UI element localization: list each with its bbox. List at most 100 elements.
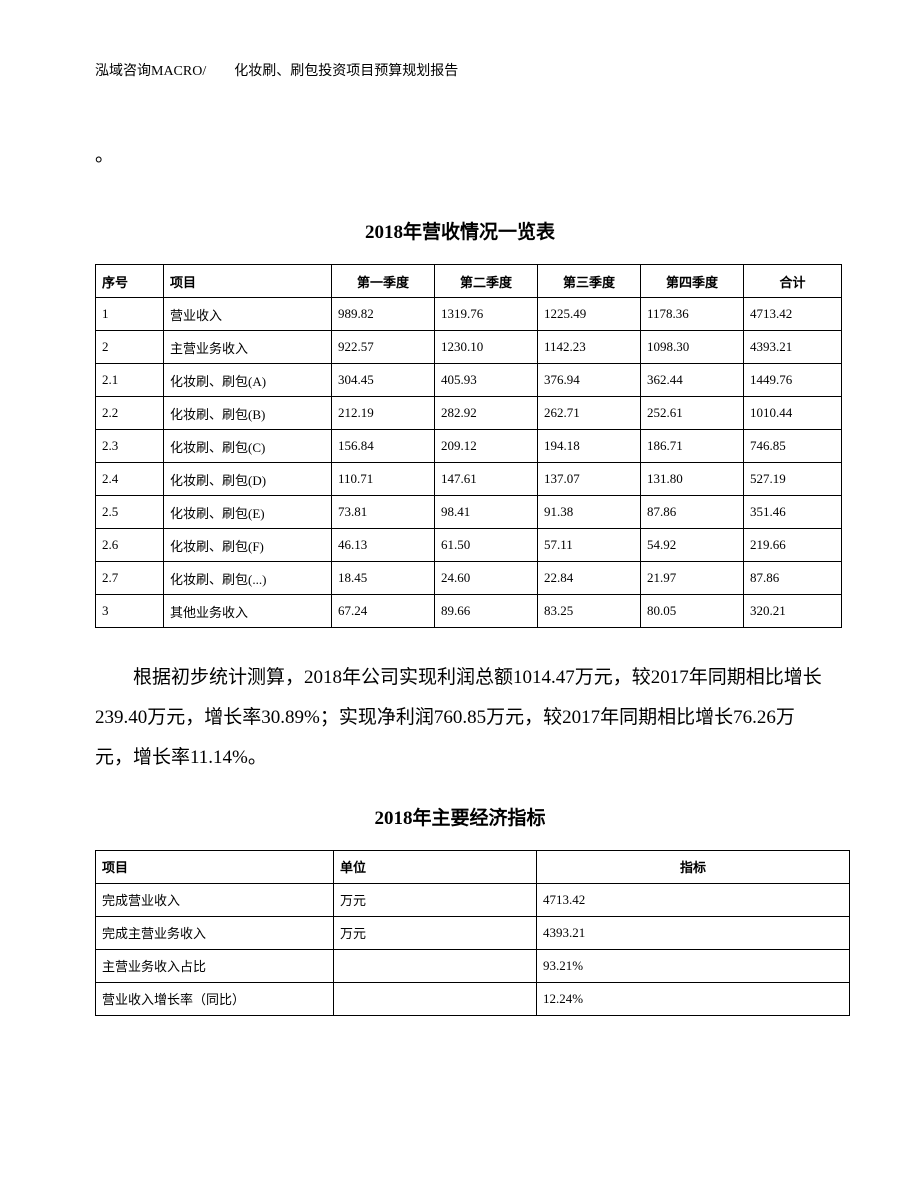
table-cell: 1319.76 (435, 298, 538, 331)
table-cell: 24.60 (435, 562, 538, 595)
table-cell: 主营业务收入 (164, 331, 332, 364)
table-cell: 4393.21 (537, 916, 850, 949)
col-q3: 第三季度 (538, 265, 641, 298)
table-cell: 147.61 (435, 463, 538, 496)
table-cell: 1 (96, 298, 164, 331)
table-cell: 93.21% (537, 949, 850, 982)
table-cell: 54.92 (641, 529, 744, 562)
table-row: 2.4化妆刷、刷包(D)110.71147.61137.07131.80527.… (96, 463, 842, 496)
table-cell: 73.81 (332, 496, 435, 529)
table-cell: 156.84 (332, 430, 435, 463)
table-cell: 87.86 (744, 562, 842, 595)
table-cell: 89.66 (435, 595, 538, 628)
table-row: 2.3化妆刷、刷包(C)156.84209.12194.18186.71746.… (96, 430, 842, 463)
table-cell: 3 (96, 595, 164, 628)
table-cell: 46.13 (332, 529, 435, 562)
table-cell: 主营业务收入占比 (96, 949, 334, 982)
table-cell: 262.71 (538, 397, 641, 430)
table-cell: 2.6 (96, 529, 164, 562)
table-row: 2.6化妆刷、刷包(F)46.1361.5057.1154.92219.66 (96, 529, 842, 562)
table-cell: 137.07 (538, 463, 641, 496)
table-row: 2.2化妆刷、刷包(B)212.19282.92262.71252.611010… (96, 397, 842, 430)
col-item: 项目 (96, 850, 334, 883)
table-cell: 4393.21 (744, 331, 842, 364)
table-row: 完成营业收入万元4713.42 (96, 883, 850, 916)
table-cell: 219.66 (744, 529, 842, 562)
table-row: 2.7化妆刷、刷包(...)18.4524.6022.8421.9787.86 (96, 562, 842, 595)
table-cell: 万元 (334, 883, 537, 916)
col-q1: 第一季度 (332, 265, 435, 298)
document-page: 泓域咨询MACRO/ 化妆刷、刷包投资项目预算规划报告 。 2018年营收情况一… (0, 0, 920, 1106)
table-cell: 110.71 (332, 463, 435, 496)
col-seq: 序号 (96, 265, 164, 298)
table-cell: 化妆刷、刷包(...) (164, 562, 332, 595)
table-cell: 87.86 (641, 496, 744, 529)
table-row: 完成主营业务收入万元4393.21 (96, 916, 850, 949)
table-cell: 304.45 (332, 364, 435, 397)
table-cell: 化妆刷、刷包(C) (164, 430, 332, 463)
revenue-table: 序号 项目 第一季度 第二季度 第三季度 第四季度 合计 1营业收入989.82… (95, 264, 842, 628)
table-row: 营业收入增长率（同比） 12.24% (96, 982, 850, 1015)
table-cell: 98.41 (435, 496, 538, 529)
table-cell: 22.84 (538, 562, 641, 595)
table-cell: 2.4 (96, 463, 164, 496)
table-header-row: 序号 项目 第一季度 第二季度 第三季度 第四季度 合计 (96, 265, 842, 298)
table-cell: 746.85 (744, 430, 842, 463)
table-cell: 2.2 (96, 397, 164, 430)
table-cell: 80.05 (641, 595, 744, 628)
table-cell: 527.19 (744, 463, 842, 496)
col-q2: 第二季度 (435, 265, 538, 298)
table-row: 1营业收入989.821319.761225.491178.364713.42 (96, 298, 842, 331)
table-cell: 化妆刷、刷包(D) (164, 463, 332, 496)
table-cell: 362.44 (641, 364, 744, 397)
table-cell: 完成营业收入 (96, 883, 334, 916)
stray-period: 。 (95, 140, 825, 167)
table-row: 2主营业务收入922.571230.101142.231098.304393.2… (96, 331, 842, 364)
table-cell: 1225.49 (538, 298, 641, 331)
col-unit: 单位 (334, 850, 537, 883)
table-cell: 376.94 (538, 364, 641, 397)
table-cell: 131.80 (641, 463, 744, 496)
table-cell: 405.93 (435, 364, 538, 397)
table-cell: 1098.30 (641, 331, 744, 364)
table-cell: 营业收入增长率（同比） (96, 982, 334, 1015)
table-header-row: 项目 单位 指标 (96, 850, 850, 883)
summary-paragraph: 根据初步统计测算，2018年公司实现利润总额1014.47万元，较2017年同期… (95, 658, 825, 778)
table-cell: 18.45 (332, 562, 435, 595)
table-cell: 化妆刷、刷包(B) (164, 397, 332, 430)
table-cell (334, 982, 537, 1015)
page-header: 泓域咨询MACRO/ 化妆刷、刷包投资项目预算规划报告 (95, 60, 825, 80)
table-cell: 67.24 (332, 595, 435, 628)
table-cell: 209.12 (435, 430, 538, 463)
col-q4: 第四季度 (641, 265, 744, 298)
table1-title: 2018年营收情况一览表 (95, 217, 825, 244)
col-indicator: 指标 (537, 850, 850, 883)
table-cell: 1178.36 (641, 298, 744, 331)
table-cell: 12.24% (537, 982, 850, 1015)
col-total: 合计 (744, 265, 842, 298)
table-cell: 252.61 (641, 397, 744, 430)
table-cell: 4713.42 (537, 883, 850, 916)
table-row: 2.5化妆刷、刷包(E)73.8198.4191.3887.86351.46 (96, 496, 842, 529)
table-cell: 320.21 (744, 595, 842, 628)
table-cell: 2.3 (96, 430, 164, 463)
table-cell: 营业收入 (164, 298, 332, 331)
table-cell: 351.46 (744, 496, 842, 529)
table-cell: 2.1 (96, 364, 164, 397)
table-cell: 化妆刷、刷包(E) (164, 496, 332, 529)
table-row: 3其他业务收入67.2489.6683.2580.05320.21 (96, 595, 842, 628)
table-cell: 282.92 (435, 397, 538, 430)
col-item: 项目 (164, 265, 332, 298)
table2-title: 2018年主要经济指标 (95, 803, 825, 830)
table-cell: 其他业务收入 (164, 595, 332, 628)
table-cell: 194.18 (538, 430, 641, 463)
table-cell: 1449.76 (744, 364, 842, 397)
table-cell: 化妆刷、刷包(A) (164, 364, 332, 397)
table-cell: 91.38 (538, 496, 641, 529)
table-cell: 万元 (334, 916, 537, 949)
table-cell: 1142.23 (538, 331, 641, 364)
table-cell: 2.5 (96, 496, 164, 529)
table-cell: 2.7 (96, 562, 164, 595)
table-row: 2.1化妆刷、刷包(A)304.45405.93376.94362.441449… (96, 364, 842, 397)
table-cell: 61.50 (435, 529, 538, 562)
